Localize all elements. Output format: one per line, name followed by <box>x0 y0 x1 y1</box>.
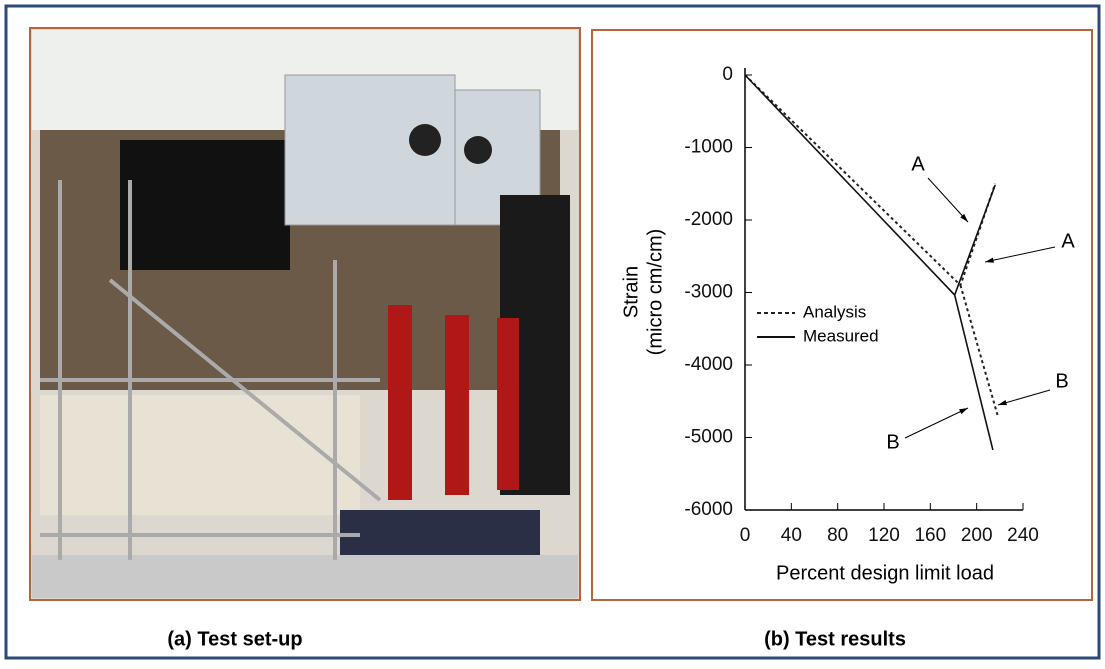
x-tick-label: 0 <box>740 525 751 546</box>
arrow-head <box>960 213 968 222</box>
photo <box>29 27 581 601</box>
legend-label: Analysis <box>803 302 866 321</box>
y-axis-label: (micro cm/cm) <box>644 229 666 356</box>
annotation: A <box>911 153 925 175</box>
y-tick-label: 0 <box>722 64 733 85</box>
y-tick-label: -3000 <box>684 282 733 303</box>
annotation-arrow <box>904 407 969 439</box>
x-tick-label: 40 <box>781 525 802 546</box>
caption: (a) Test set-up <box>167 628 302 650</box>
annotation-arrow <box>927 177 969 223</box>
y-tick-label: -2000 <box>684 209 733 230</box>
y-tick-label: -6000 <box>684 499 733 520</box>
caption: (b) Test results <box>764 628 906 650</box>
y-tick-label: -4000 <box>684 354 733 375</box>
arrow-head <box>959 408 968 415</box>
annotation: B <box>886 431 899 453</box>
x-tick-label: 200 <box>961 525 993 546</box>
arrow-head <box>998 400 1007 406</box>
chart-panel <box>591 29 1093 601</box>
y-tick-label: -5000 <box>684 427 733 448</box>
x-tick-label: 240 <box>1007 525 1039 546</box>
annotation-arrow <box>997 389 1051 406</box>
legend-label: Measured <box>803 326 879 345</box>
data-line <box>744 74 996 451</box>
x-tick-label: 80 <box>827 525 848 546</box>
y-tick-label: -1000 <box>684 137 733 158</box>
annotation-arrow <box>984 246 1056 263</box>
annotation: A <box>1061 230 1075 252</box>
figure-border <box>4 4 1101 660</box>
y-axis-label: Strain <box>620 266 642 318</box>
x-tick-label: 160 <box>914 525 946 546</box>
x-tick-label: 120 <box>868 525 900 546</box>
x-axis-label: Percent design limit load <box>776 562 994 584</box>
annotation: B <box>1055 370 1068 392</box>
arrow-head <box>985 257 994 263</box>
